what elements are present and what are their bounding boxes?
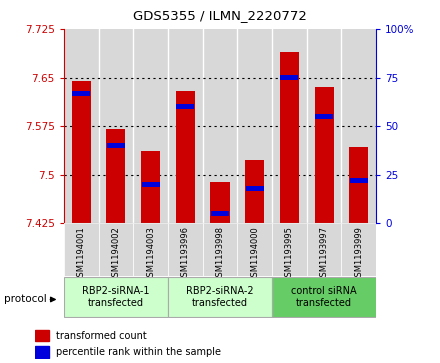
Text: RBP2-siRNA-1
transfected: RBP2-siRNA-1 transfected	[82, 286, 150, 307]
Bar	[280, 75, 298, 80]
Bar	[64, 29, 99, 223]
Text: control siRNA
transfected: control siRNA transfected	[291, 286, 357, 307]
Text: GSM1193999: GSM1193999	[354, 226, 363, 282]
Bar	[237, 29, 272, 223]
Bar	[307, 223, 341, 276]
Bar	[272, 277, 376, 317]
Bar	[168, 29, 203, 223]
Text: GDS5355 / ILMN_2220772: GDS5355 / ILMN_2220772	[133, 9, 307, 22]
Bar	[72, 81, 91, 223]
Bar	[176, 104, 194, 109]
Bar	[245, 160, 264, 223]
Text: GSM1194001: GSM1194001	[77, 226, 86, 282]
Bar	[35, 330, 49, 341]
Bar	[341, 223, 376, 276]
Bar	[203, 223, 237, 276]
Text: GSM1193998: GSM1193998	[216, 226, 224, 282]
Bar	[133, 223, 168, 276]
Bar	[168, 277, 272, 317]
Bar	[168, 223, 203, 276]
Text: GSM1194003: GSM1194003	[146, 226, 155, 282]
Bar	[341, 29, 376, 223]
Text: GSM1193996: GSM1193996	[181, 226, 190, 282]
Bar	[72, 91, 90, 95]
Text: transformed count: transformed count	[56, 331, 147, 341]
Bar	[280, 52, 299, 223]
Bar	[246, 186, 264, 191]
Bar	[64, 223, 99, 276]
Bar	[203, 29, 237, 223]
Text: GSM1194002: GSM1194002	[111, 226, 121, 282]
Bar	[211, 211, 229, 216]
Bar	[99, 29, 133, 223]
Bar	[307, 29, 341, 223]
Bar	[315, 87, 334, 223]
Bar	[350, 178, 368, 183]
Bar	[141, 151, 160, 223]
Bar	[107, 143, 125, 148]
Text: RBP2-siRNA-2
transfected: RBP2-siRNA-2 transfected	[186, 286, 254, 307]
Bar	[99, 223, 133, 276]
Bar	[210, 183, 230, 223]
Text: GSM1194000: GSM1194000	[250, 226, 259, 282]
Bar	[106, 129, 125, 223]
Bar	[133, 29, 168, 223]
Bar	[315, 114, 333, 119]
Bar	[142, 182, 160, 187]
Bar	[35, 346, 49, 358]
Bar	[349, 147, 368, 223]
Bar	[237, 223, 272, 276]
Text: GSM1193995: GSM1193995	[285, 226, 294, 282]
Bar	[272, 223, 307, 276]
Bar	[64, 277, 168, 317]
Text: protocol: protocol	[4, 294, 47, 305]
Text: GSM1193997: GSM1193997	[319, 226, 329, 282]
Bar	[272, 29, 307, 223]
Text: percentile rank within the sample: percentile rank within the sample	[56, 347, 221, 357]
Bar	[176, 90, 195, 223]
